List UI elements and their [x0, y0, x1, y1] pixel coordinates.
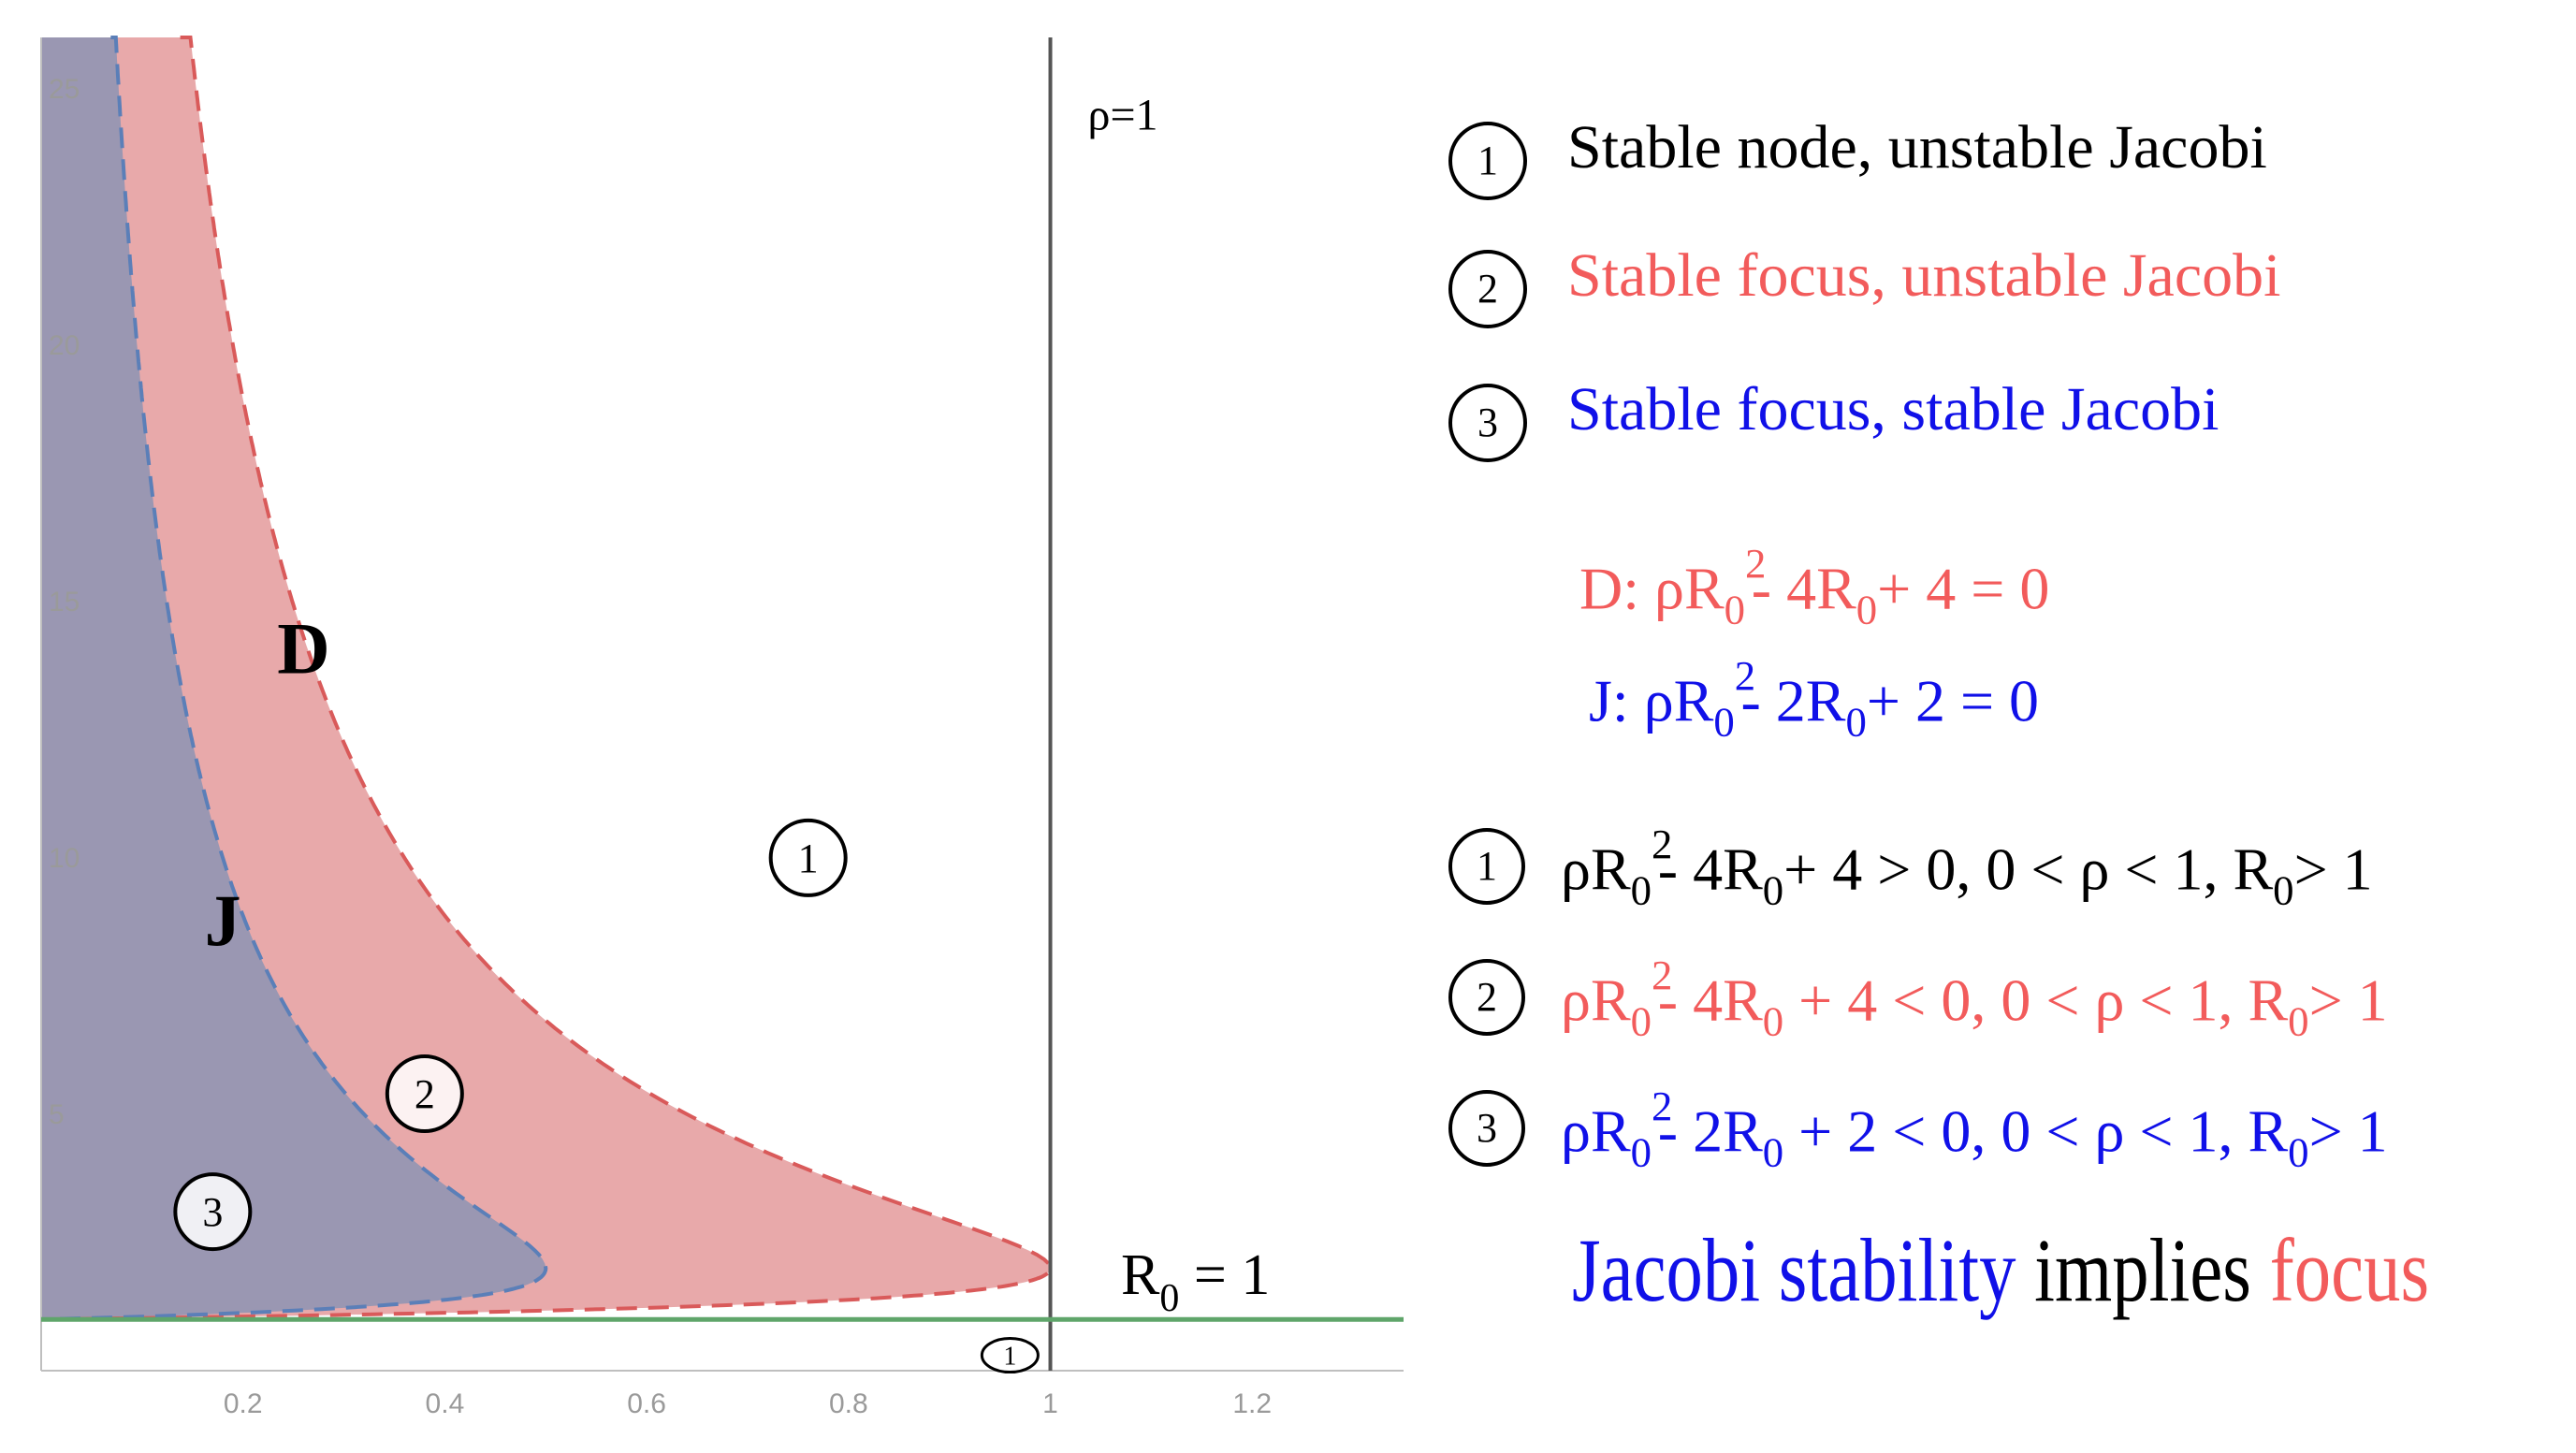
r0-line-label: R0 = 1 — [1121, 1243, 1270, 1320]
region-marker-1: 1 — [980, 1337, 1040, 1374]
equation-d: D: ρR02- 4R0+ 4 = 0 — [1579, 540, 2050, 633]
legend-marker-1: 1 — [1448, 122, 1527, 200]
y-tick-label: 25 — [49, 74, 80, 105]
inequality-marker-3: 3 — [1448, 1090, 1525, 1167]
curve-label-d: D — [277, 608, 329, 690]
y-tick-label: 5 — [49, 1099, 65, 1130]
legend-label-1: Stable node, unstable Jacobi — [1567, 113, 2267, 182]
y-tick-labels: 5 10 15 20 25 — [49, 74, 80, 1130]
y-tick-label: 10 — [49, 843, 80, 874]
equation-j: J: ρR02- 2R0+ 2 = 0 — [1589, 652, 2040, 746]
y-tick-label: 15 — [49, 587, 80, 618]
svg-text:1: 1 — [1003, 1343, 1016, 1372]
region-fills — [41, 37, 1051, 1320]
svg-text:3: 3 — [202, 1189, 223, 1235]
region-markers: 1 2 3 1 — [173, 818, 1040, 1374]
x-tick-label: 0.4 — [426, 1388, 465, 1419]
curve-labels: DJ — [205, 608, 330, 961]
region-marker-3: 3 — [173, 1172, 253, 1252]
conclusion-part1: Jacobi stability — [1572, 1220, 2016, 1320]
curve-j-boundary — [40, 36, 548, 1322]
inequality-2: ρR02- 4R0 + 4 < 0, 0 < ρ < 1, R0> 1 — [1561, 952, 2388, 1045]
svg-text:1: 1 — [798, 835, 819, 881]
legend-marker-3: 3 — [1448, 384, 1527, 462]
y-tick-label: 20 — [49, 330, 80, 361]
x-tick-label: 1.2 — [1232, 1388, 1272, 1419]
inequality-marker-2: 2 — [1448, 959, 1525, 1036]
x-tick-label: 0.2 — [224, 1388, 263, 1419]
x-tick-label: 1 — [1042, 1388, 1058, 1419]
svg-text:2: 2 — [415, 1071, 435, 1117]
inequality-1: ρR02- 4R0+ 4 > 0, 0 < ρ < 1, R0> 1 — [1561, 821, 2373, 914]
conclusion-part3: focus — [2269, 1220, 2430, 1320]
legend-label-2: Stable focus, unstable Jacobi — [1567, 241, 2281, 310]
x-tick-label: 0.8 — [829, 1388, 868, 1419]
legend-label-3: Stable focus, stable Jacobi — [1567, 375, 2219, 443]
curve-label-j: J — [205, 879, 241, 961]
conclusion-part2: implies — [2016, 1220, 2270, 1320]
curve-d-boundary — [40, 36, 1053, 1322]
region-j-fill — [41, 37, 546, 1320]
inequality-marker-1: 1 — [1448, 828, 1525, 905]
region-d-fill — [41, 37, 1051, 1320]
stability-plot: 5 10 15 20 25 0.2 0.4 0.6 0.8 1 1.2 ρ=1 R0 = 1 1 2… — [40, 36, 1404, 1419]
legend-marker-2: 2 — [1448, 250, 1527, 328]
inequality-3: ρR02- 2R0 + 2 < 0, 0 < ρ < 1, R0> 1 — [1561, 1082, 2388, 1176]
x-tick-labels: 0.2 0.4 0.6 0.8 1 1.2 — [224, 1388, 1272, 1419]
rho-line-label: ρ=1 — [1088, 91, 1158, 140]
x-tick-label: 0.6 — [627, 1388, 666, 1419]
conclusion: Jacobi stability implies focus — [1572, 1226, 2429, 1315]
region-marker-1: 1 — [768, 818, 848, 897]
region-marker-2: 2 — [385, 1054, 464, 1134]
